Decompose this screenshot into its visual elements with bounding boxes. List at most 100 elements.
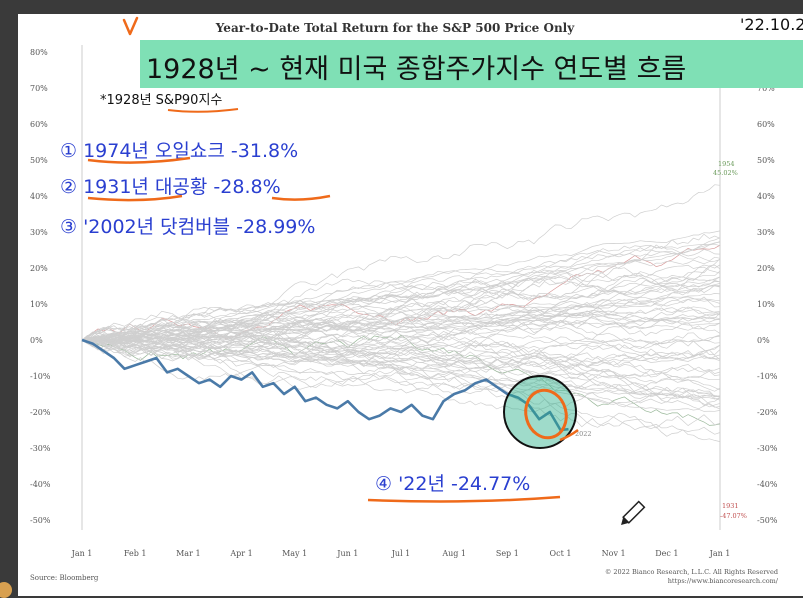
x-tick-label: Oct 1 [550, 549, 572, 558]
source-url: https://www.biancoresearch.com/ [668, 577, 779, 585]
label-2022: 2022 [575, 430, 592, 438]
background-line [82, 338, 721, 400]
background-line [81, 265, 721, 345]
y-axis-right: 70% 60% 50% 40% 30% 20% 10% 0% -10% -20% -30% -40% -… [757, 84, 778, 525]
background-line [81, 320, 721, 356]
pencil-icon [621, 500, 646, 525]
y-tick-label: 50% [30, 156, 48, 165]
background-line [81, 243, 721, 342]
series-2022 [81, 338, 569, 432]
background-year-lines [81, 184, 721, 442]
y-tick-label: -10% [30, 372, 51, 381]
background-line [81, 264, 721, 343]
banner-background [140, 40, 803, 88]
y-tick-label-right: 50% [757, 156, 775, 165]
y-tick-label-right: 20% [757, 264, 775, 273]
label-1954: 1954 [718, 160, 735, 168]
y-tick-label: 40% [30, 192, 48, 201]
background-line [81, 339, 721, 398]
y-tick-label-right: 10% [757, 300, 775, 309]
background-line [81, 266, 721, 347]
y-tick-label-right: 40% [757, 192, 775, 201]
background-line [81, 338, 721, 408]
highlight-ellipse [524, 388, 568, 440]
x-tick-label: Jan 1 [709, 549, 731, 558]
x-tick-label: Jul 1 [391, 549, 411, 558]
banner-title: 1928년 ~ 현재 미국 종합주가지수 연도별 흐름 [146, 54, 686, 85]
series-2022-line [81, 338, 569, 432]
source-label: Source: Bloomberg [30, 574, 99, 582]
y-tick-label: -40% [30, 480, 51, 489]
background-line [81, 339, 721, 370]
y-tick-label: -20% [30, 408, 51, 417]
background-line [81, 230, 721, 341]
y-tick-label-right: -10% [757, 372, 778, 381]
background-line [81, 336, 721, 381]
background-line [81, 309, 721, 350]
x-tick-label: Dec 1 [655, 549, 678, 558]
background-line [81, 331, 721, 364]
y-tick-label: 80% [30, 48, 48, 57]
checkmark-icon [122, 16, 139, 36]
x-tick-label: Mar 1 [176, 549, 200, 558]
x-tick-label: Apr 1 [229, 549, 252, 558]
avatar [0, 582, 12, 598]
background-line [81, 303, 721, 341]
background-line [81, 270, 721, 352]
background-line [81, 339, 721, 394]
background-line [81, 280, 721, 341]
y-tick-label: 20% [30, 264, 48, 273]
chart-panel [18, 14, 803, 596]
background-line [81, 241, 721, 341]
y-tick-label: -50% [30, 516, 51, 525]
underline-2022 [367, 495, 561, 503]
note-sp90: *1928년 S&P90지수 [100, 93, 222, 108]
background-line [81, 184, 721, 341]
chart-title: Year-to-Date Total Return for the S&P 50… [215, 21, 575, 35]
x-tick-label: Jun 1 [336, 549, 358, 558]
background-line [81, 237, 721, 343]
background-line [81, 283, 721, 345]
underline-1931-value [271, 194, 331, 201]
x-tick-label: Feb 1 [124, 549, 147, 558]
background-line [81, 233, 721, 344]
x-tick-label: Aug 1 [441, 549, 466, 558]
background-line [81, 323, 721, 375]
value-1931: -47.07% [720, 512, 747, 520]
y-tick-label-right: -20% [757, 408, 778, 417]
y-tick-label: 10% [30, 300, 48, 309]
background-line [81, 337, 721, 429]
y-tick-label: 70% [30, 84, 48, 93]
y-tick-label-right: -30% [757, 444, 778, 453]
highlight-circle [503, 375, 577, 449]
banner-date: '22.10.2 [740, 15, 803, 34]
background-line [81, 241, 721, 343]
background-line [81, 331, 721, 348]
x-tick-label: Jan 1 [71, 549, 93, 558]
underline-1974 [87, 156, 191, 164]
y-tick-label-right: 70% [757, 84, 775, 93]
underline-1931 [87, 194, 183, 202]
background-line [81, 313, 721, 343]
x-tick-label: May 1 [282, 549, 307, 558]
background-line [81, 310, 721, 341]
note-2002: ③ '2002년 닷컴버블 -28.99% [60, 216, 315, 238]
background-line [81, 333, 721, 401]
y-tick-label-right: -40% [757, 480, 778, 489]
y-tick-label: 30% [30, 228, 48, 237]
y-tick-label-right: 30% [757, 228, 775, 237]
y-tick-label: 0% [30, 336, 43, 345]
x-tick-label: Nov 1 [602, 549, 626, 558]
background-line [81, 244, 721, 344]
background-line [81, 339, 721, 410]
background-line [81, 336, 721, 398]
background-line [81, 313, 721, 346]
y-tick-label: -30% [30, 444, 51, 453]
background-line [81, 336, 721, 391]
y-tick-label: 60% [30, 120, 48, 129]
underline-sp90 [167, 108, 239, 113]
y-tick-label-right: 0% [757, 336, 770, 345]
note-1931: ② 1931년 대공황 -28.8% [60, 176, 281, 198]
note-1974: ① 1974년 오일쇼크 -31.8% [60, 140, 298, 162]
